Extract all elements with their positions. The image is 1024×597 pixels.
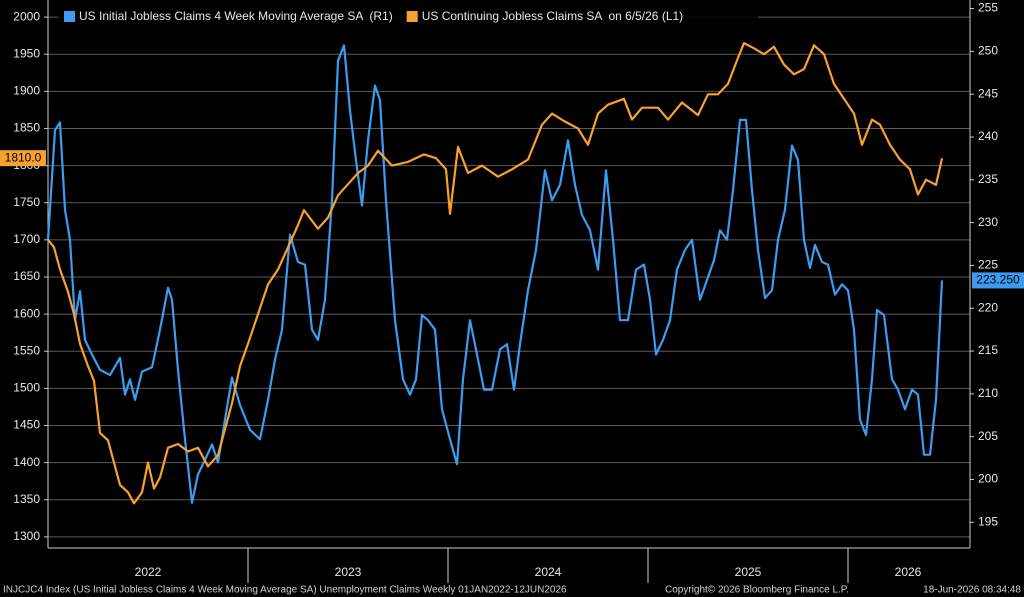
x-tick-label: 2022	[135, 565, 162, 579]
x-tick-label: 2025	[735, 565, 762, 579]
y2-tick-label: 215	[978, 343, 998, 357]
y-tick-label: 1700	[13, 232, 40, 246]
y2-tick-label: 210	[978, 386, 998, 400]
y-tick-label: 1350	[13, 492, 40, 506]
y2-tick-label: 230	[978, 215, 998, 229]
footer-timestamp: 18-Jun-2026 08:34:48	[923, 585, 1021, 596]
y-tick-label: 1650	[13, 269, 40, 283]
y2-tick-label: 225	[978, 258, 998, 272]
y-tick-label: 1900	[13, 84, 40, 98]
legend-swatch	[64, 11, 75, 22]
y2-tick-label: 220	[978, 300, 998, 314]
legend-label: US Continuing Jobless Claims SA on 6/5/2…	[422, 9, 683, 23]
y-tick-label: 1550	[13, 343, 40, 357]
y-tick-label: 1400	[13, 455, 40, 469]
y-tick-label: 1500	[13, 381, 40, 395]
x-tick-label: 2026	[895, 565, 922, 579]
series-line	[47, 42, 944, 505]
y2-tick-label: 250	[978, 44, 998, 58]
y-tick-label: 1950	[13, 46, 40, 60]
y-tick-label: 1750	[13, 195, 40, 209]
footer-copyright: Copyright© 2026 Bloomberg Finance L.P.	[665, 585, 849, 596]
x-tick-label: 2024	[535, 565, 562, 579]
series-line	[46, 44, 944, 504]
y2-tick-label: 205	[978, 429, 998, 443]
y-tick-label: 2000	[13, 9, 40, 23]
y2-tick-label: 235	[978, 172, 998, 186]
y2-tick-label: 245	[978, 86, 998, 100]
y-tick-label: 1450	[13, 418, 40, 432]
end-tag	[972, 272, 1024, 289]
y2-tick-label: 240	[978, 129, 998, 143]
y2-tick-label: 255	[978, 1, 998, 15]
y2-tick-label: 200	[978, 472, 998, 486]
y-tick-label: 1850	[13, 121, 40, 135]
end-tag	[0, 150, 46, 167]
legend-label: US Initial Jobless Claims 4 Week Moving …	[79, 9, 393, 23]
y-tick-label: 1300	[13, 529, 40, 543]
end-tag-label: 223.250	[976, 273, 1020, 287]
footer-source: INJCJC4 Index (US Initial Jobless Claims…	[3, 585, 567, 596]
x-tick-label: 2023	[335, 565, 362, 579]
end-tag-label: 1810.0	[5, 150, 42, 164]
y-tick-label: 1600	[13, 306, 40, 320]
legend-swatch	[406, 11, 418, 22]
y2-tick-label: 195	[978, 514, 998, 528]
